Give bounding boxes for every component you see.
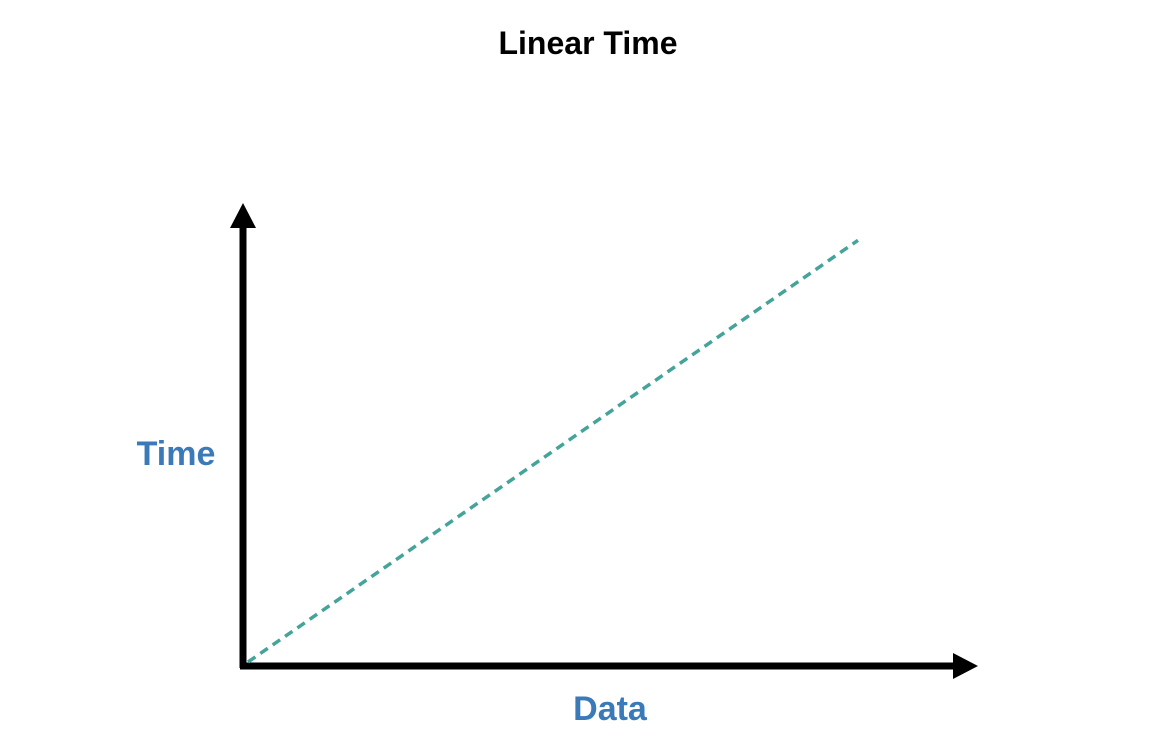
chart-title: Linear Time: [498, 25, 677, 61]
series-layer: [247, 238, 859, 664]
series-line-0: [247, 238, 859, 664]
axes: [230, 203, 978, 679]
y-axis-arrow: [230, 203, 256, 228]
x-axis-arrow: [953, 653, 978, 679]
y-axis-label: Time: [137, 435, 216, 473]
x-axis-label: Data: [573, 690, 648, 728]
